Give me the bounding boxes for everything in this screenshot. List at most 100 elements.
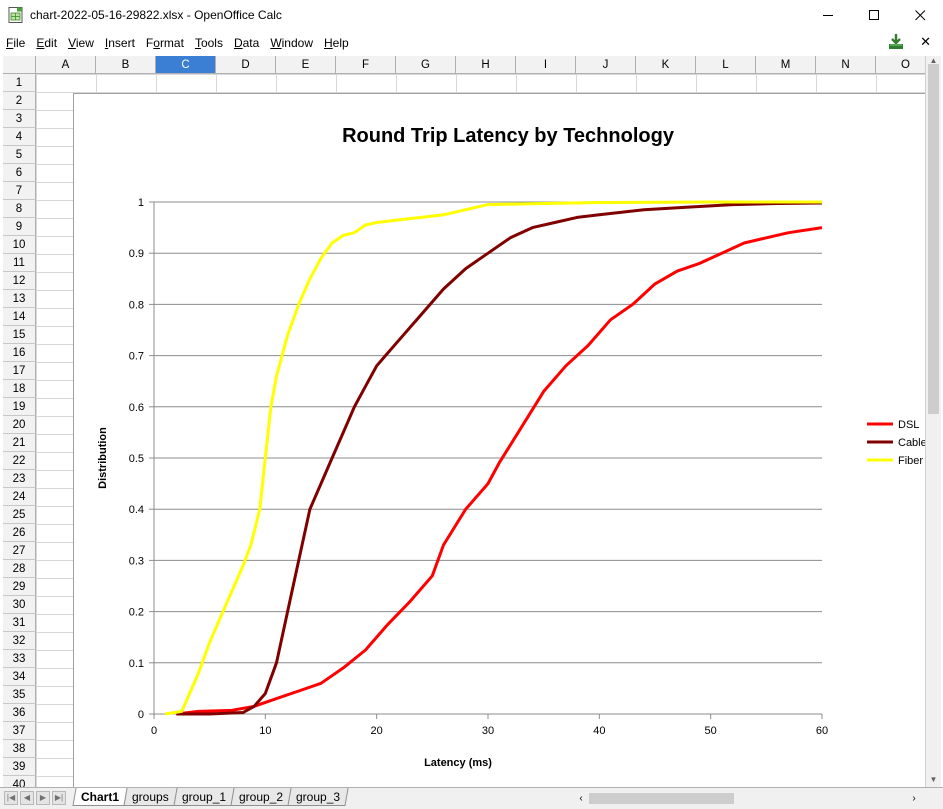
row-header-25[interactable]: 25: [3, 506, 36, 524]
column-header-h[interactable]: H: [456, 56, 516, 74]
menu-help[interactable]: Help: [324, 36, 349, 50]
row-header-16[interactable]: 16: [3, 344, 36, 362]
row-header-22[interactable]: 22: [3, 452, 36, 470]
row-header-7[interactable]: 7: [3, 182, 36, 200]
row-header-19[interactable]: 19: [3, 398, 36, 416]
menu-edit[interactable]: Edit: [36, 36, 58, 50]
column-header-f[interactable]: F: [336, 56, 396, 74]
column-header-g[interactable]: G: [396, 56, 456, 74]
row-header-3[interactable]: 3: [3, 110, 36, 128]
column-header-i[interactable]: I: [516, 56, 576, 74]
row-header-32[interactable]: 32: [3, 632, 36, 650]
update-available-icon[interactable]: [887, 33, 905, 51]
column-header-a[interactable]: A: [36, 56, 96, 74]
column-header-e[interactable]: E: [276, 56, 336, 74]
close-document-button[interactable]: ✕: [920, 34, 931, 50]
sheet-tab-bar: |◀ ◀ ▶ ▶| Chart1 groups group_1 group_2 grou…: [0, 787, 943, 809]
row-header-9[interactable]: 9: [3, 218, 36, 236]
row-header-24[interactable]: 24: [3, 488, 36, 506]
sheet-tab-group_3[interactable]: group_3: [287, 788, 349, 806]
row-header-5[interactable]: 5: [3, 146, 36, 164]
scroll-left-icon[interactable]: ‹: [579, 793, 583, 804]
x-tick-label: 0: [151, 725, 157, 737]
minimize-button[interactable]: [805, 0, 851, 30]
row-header-12[interactable]: 12: [3, 272, 36, 290]
row-header-26[interactable]: 26: [3, 524, 36, 542]
sheet-tab-label: Chart1: [81, 790, 120, 804]
row-header-29[interactable]: 29: [3, 578, 36, 596]
horizontal-scrollbar[interactable]: ‹ ›: [575, 791, 920, 806]
column-header-c[interactable]: C: [156, 56, 216, 74]
menu-file[interactable]: File: [6, 36, 26, 50]
row-header-23[interactable]: 23: [3, 470, 36, 488]
scroll-right-icon[interactable]: ›: [912, 793, 916, 804]
row-header-28[interactable]: 28: [3, 560, 36, 578]
vertical-scroll-thumb[interactable]: [928, 64, 939, 414]
row-header-36[interactable]: 36: [3, 704, 36, 722]
menu-window[interactable]: Window: [270, 36, 313, 50]
row-header-17[interactable]: 17: [3, 362, 36, 380]
legend-label-fiber: Fiber: [898, 455, 923, 467]
row-header-33[interactable]: 33: [3, 650, 36, 668]
scroll-up-icon[interactable]: ▲: [929, 56, 938, 65]
cell-grid[interactable]: Round Trip Latency by Technology 0 0.1 0.2 0…: [36, 74, 925, 787]
row-header-20[interactable]: 20: [3, 416, 36, 434]
sheet-tab-group_1[interactable]: group_1: [173, 788, 235, 806]
chart-object[interactable]: Round Trip Latency by Technology 0 0.1 0.2 0…: [73, 93, 925, 787]
close-window-button[interactable]: [897, 0, 943, 30]
close-document-icon: ✕: [920, 34, 931, 49]
title-bar: chart-2022-05-16-29822.xlsx - OpenOffice…: [0, 0, 943, 30]
select-all-corner[interactable]: [3, 56, 36, 74]
column-header-o[interactable]: O: [876, 56, 925, 74]
column-header-n[interactable]: N: [816, 56, 876, 74]
menu-tools[interactable]: Tools: [194, 36, 223, 50]
column-header-d[interactable]: D: [216, 56, 276, 74]
row-header-4[interactable]: 4: [3, 128, 36, 146]
column-header-m[interactable]: M: [756, 56, 816, 74]
row-header-31[interactable]: 31: [3, 614, 36, 632]
row-header-27[interactable]: 27: [3, 542, 36, 560]
row-header-40[interactable]: 40: [3, 776, 36, 787]
vertical-scrollbar[interactable]: ▲ ▼: [925, 56, 941, 787]
row-header-21[interactable]: 21: [3, 434, 36, 452]
row-header-37[interactable]: 37: [3, 722, 36, 740]
sheet-tab-groups[interactable]: groups: [123, 788, 178, 806]
row-header-35[interactable]: 35: [3, 686, 36, 704]
menu-format[interactable]: Format: [145, 36, 184, 50]
row-header-2[interactable]: 2: [3, 92, 36, 110]
first-sheet-icon[interactable]: |◀: [4, 791, 18, 805]
sheet-tab-label: group_2: [238, 790, 283, 804]
row-header-30[interactable]: 30: [3, 596, 36, 614]
scroll-down-icon[interactable]: ▼: [929, 775, 938, 784]
row-header-18[interactable]: 18: [3, 380, 36, 398]
row-header-13[interactable]: 13: [3, 290, 36, 308]
row-header-1[interactable]: 1: [3, 74, 36, 92]
x-tick-label: 40: [593, 725, 605, 737]
row-header-39[interactable]: 39: [3, 758, 36, 776]
horizontal-scroll-thumb[interactable]: [589, 793, 734, 804]
menu-data[interactable]: Data: [233, 36, 260, 50]
row-header-38[interactable]: 38: [3, 740, 36, 758]
sheet-tab-group_2[interactable]: group_2: [230, 788, 292, 806]
menu-insert[interactable]: Insert: [104, 36, 135, 50]
column-header-k[interactable]: K: [636, 56, 696, 74]
y-tick-label: 0.7: [129, 351, 144, 363]
row-header-6[interactable]: 6: [3, 164, 36, 182]
row-header-34[interactable]: 34: [3, 668, 36, 686]
row-header-15[interactable]: 15: [3, 326, 36, 344]
column-header-l[interactable]: L: [696, 56, 756, 74]
column-header-b[interactable]: B: [96, 56, 156, 74]
sheet-tab-chart1[interactable]: Chart1: [72, 788, 128, 806]
row-header-10[interactable]: 10: [3, 236, 36, 254]
row-header-8[interactable]: 8: [3, 200, 36, 218]
menu-bar: File Edit View Insert Format Tools Data Window H…: [0, 32, 943, 54]
row-header-14[interactable]: 14: [3, 308, 36, 326]
prev-sheet-icon[interactable]: ◀: [20, 791, 34, 805]
next-sheet-icon[interactable]: ▶: [36, 791, 50, 805]
last-sheet-icon[interactable]: ▶|: [52, 791, 66, 805]
maximize-button[interactable]: [851, 0, 897, 30]
row-header-11[interactable]: 11: [3, 254, 36, 272]
column-header-j[interactable]: J: [576, 56, 636, 74]
menu-view[interactable]: View: [68, 36, 94, 50]
